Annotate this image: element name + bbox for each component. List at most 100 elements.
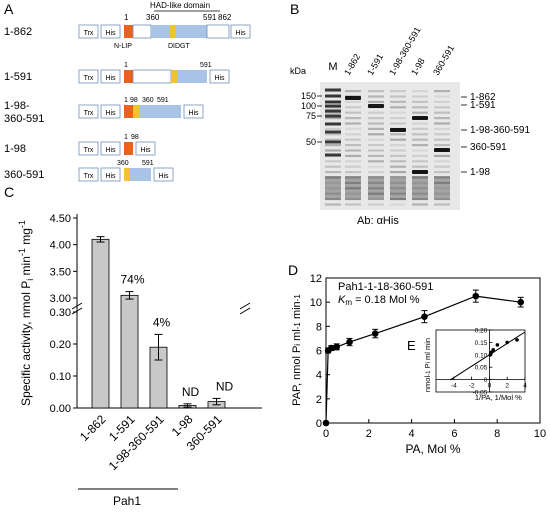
blot-smear-band	[368, 100, 384, 103]
blot-smear-band	[368, 117, 384, 120]
blot-smear-band	[345, 127, 361, 130]
y-tick-label: 10	[310, 297, 322, 309]
x-tick-label: 1-862	[77, 412, 109, 444]
blot-smear-band	[412, 106, 428, 109]
blot-smear-band	[412, 111, 428, 114]
inset-y-axis-label-part: -1	[426, 370, 432, 376]
y-tick-label: 6	[316, 346, 322, 358]
blot-smear-band	[390, 144, 406, 147]
pos-label: 1	[124, 97, 128, 104]
blot-smear-band	[368, 198, 384, 201]
data-point	[346, 338, 353, 346]
blot-smear-band	[390, 154, 406, 157]
bar-annotation: ND	[182, 385, 200, 399]
band-label: 1-98-360-591	[470, 125, 530, 136]
pos-label: 591	[200, 62, 212, 69]
inset-y-axis-label-part: P	[423, 363, 432, 370]
blot-smear-band	[390, 111, 406, 114]
blot-smear-band	[434, 111, 450, 114]
blot-smear-band	[325, 127, 341, 130]
blot-smear-band	[412, 165, 428, 168]
inset-y-tick-label: 0.20	[475, 328, 488, 335]
blot-smear-band	[434, 165, 450, 168]
blot-smear-band	[390, 160, 406, 163]
his-tag-text: His	[105, 110, 116, 117]
band-label: 1-98	[470, 167, 490, 178]
construct-annotation: Pah1-1-18-360-591	[338, 281, 433, 293]
x-tick-label: 4	[409, 428, 415, 440]
blot-smear-band	[434, 95, 450, 98]
marker-ladder-band	[325, 88, 341, 92]
y-tick-label: 4.50	[50, 213, 71, 225]
band-label: 1-591	[470, 100, 496, 111]
blot-smear-band	[345, 149, 361, 152]
lane-label-360-591: 360-591	[431, 43, 456, 77]
blot-smear-band	[345, 171, 361, 174]
blot-smear-band	[434, 154, 450, 157]
blot-smear-band	[325, 138, 341, 141]
inset-data-point	[489, 350, 494, 355]
blot-low-mw-band	[345, 176, 361, 200]
blot-smear-band	[368, 176, 384, 179]
pos-label: 591	[142, 160, 154, 167]
didgt-motif	[133, 105, 139, 118]
blot-smear-band	[325, 117, 341, 120]
pos-360-label: 360	[146, 13, 160, 22]
blot-smear-band	[345, 138, 361, 141]
blot-smear-band	[412, 95, 428, 98]
x-tick-label: 8	[494, 428, 500, 440]
pos-label: 98	[131, 134, 139, 141]
didgt-motif	[124, 168, 130, 181]
blot-smear-band	[412, 154, 428, 157]
blot-smear-band	[434, 187, 450, 190]
blot-smear-band	[434, 198, 450, 201]
his-tag-text: His	[105, 30, 116, 37]
blot-smear-band	[412, 138, 428, 141]
inset-y-axis-label: nmol-1 Pi ml min	[423, 338, 432, 392]
blot-smear-band	[434, 171, 450, 174]
blot-smear-band	[390, 203, 406, 206]
inset-fit-line	[449, 331, 526, 381]
y-axis-label-part: i	[25, 279, 35, 281]
marker-label-150: 150	[301, 91, 316, 101]
y-axis-label-part: mg	[19, 228, 33, 248]
blot-smear-band	[345, 187, 361, 190]
blot-smear-band	[412, 181, 428, 184]
inset-y-tick-label: 0	[484, 377, 488, 384]
blot-smear-band	[412, 176, 428, 179]
x-tick-label: 6	[451, 428, 457, 440]
marker-ladder-band	[325, 114, 341, 118]
y-axis-label-part: i	[293, 344, 302, 346]
y-tick-label: 3.50	[50, 266, 71, 278]
nlip-region	[124, 25, 133, 38]
blot-smear-band	[434, 106, 450, 109]
trx-tag-box	[78, 24, 99, 39]
blot-smear-band	[412, 90, 428, 93]
construct-label: 1-862	[4, 26, 32, 38]
blot-smear-band	[390, 122, 406, 125]
trx-tag-box	[78, 69, 99, 84]
inset-x-axis-label: 1/PA, 1/Mol %	[475, 393, 522, 402]
blot-smear-band	[368, 165, 384, 168]
inset-y-tick-label: -0.05	[473, 390, 488, 397]
lane-label-1-98: 1-98	[409, 56, 427, 77]
his-tag-box	[100, 69, 121, 84]
blot-smear-band	[412, 144, 428, 147]
marker-label-75: 75	[306, 111, 316, 121]
blot-smear-band	[368, 192, 384, 195]
inset-data-point	[515, 338, 519, 342]
his-tag-text: His	[105, 173, 116, 180]
blot-smear-band	[368, 133, 384, 136]
blot-smear-band	[390, 133, 406, 136]
inset-y-tick-label: 0.05	[475, 365, 488, 372]
inset-y-tick-label: 0.10	[475, 352, 488, 359]
marker-label-50: 50	[306, 137, 316, 147]
blot-smear-band	[412, 198, 428, 201]
didgt-motif	[170, 25, 175, 38]
x-tick-label: 2	[366, 428, 372, 440]
blot-smear-band	[434, 122, 450, 125]
his-tag-c-box	[183, 104, 204, 119]
panel-a: A HAD-like domain 1 360 591 862 N-LIP DI…	[4, 1, 251, 182]
marker-ladder-band	[325, 122, 341, 126]
bar-1-862	[91, 238, 110, 409]
